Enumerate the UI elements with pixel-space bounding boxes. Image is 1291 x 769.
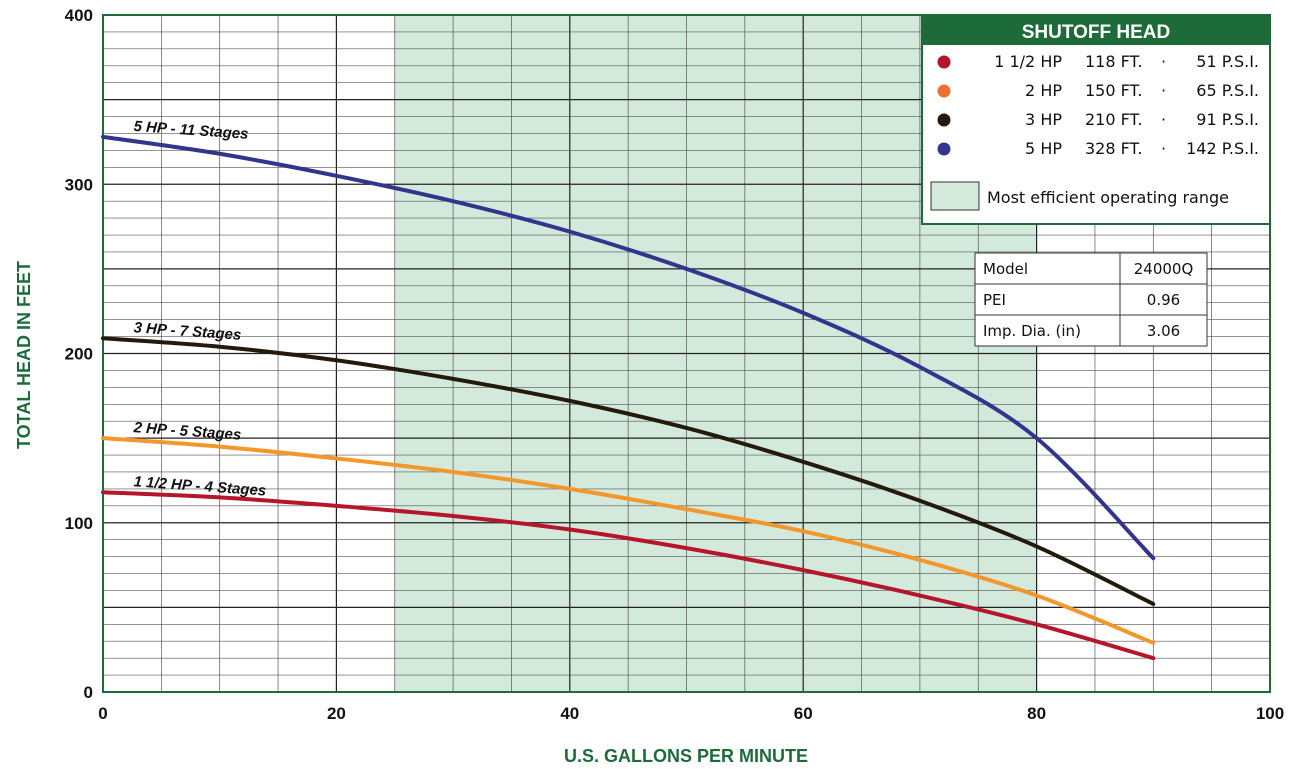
series-line — [101, 490, 1156, 661]
legend-range-swatch — [930, 181, 980, 211]
y-tick-label: 400 — [65, 6, 93, 25]
legend-psi: 51 P.S.I. — [1196, 52, 1259, 71]
x-tick-label: 40 — [560, 704, 579, 723]
y-axis-title: TOTAL HEAD IN FEET — [14, 261, 34, 449]
x-tick-label: 60 — [794, 704, 813, 723]
tick-labels-layer: 0 20 40 60 80 100 0 100 200 300 400 — [65, 6, 1285, 723]
legend-separator: · — [1161, 52, 1166, 71]
legend-ft: 328 FT. — [1085, 139, 1143, 158]
y-tick-label: 300 — [65, 175, 93, 194]
legend-separator: · — [1161, 110, 1166, 129]
info-table-value: 3.06 — [1147, 322, 1180, 340]
legend-hp: 1 1/2 HP — [994, 52, 1062, 71]
x-tick-label: 80 — [1027, 704, 1046, 723]
legend-swatch — [937, 55, 951, 69]
model-info-table: Model 24000Q PEI 0.96 Imp. Dia. (in) 3.06 — [974, 252, 1208, 347]
legend-swatch — [937, 84, 951, 98]
y-tick-label: 200 — [65, 345, 93, 364]
legend-swatch — [937, 142, 951, 156]
legend: SHUTOFF HEAD 1 1/2 HP 118 FT. · 51 P.S.I. 2 … — [921, 14, 1271, 225]
grid-layer — [102, 14, 1271, 693]
info-table-label: Model — [983, 260, 1028, 278]
legend-psi: 91 P.S.I. — [1196, 110, 1259, 129]
legend-separator: · — [1161, 81, 1166, 100]
series-line — [101, 336, 1156, 606]
legend-ft: 118 FT. — [1085, 52, 1143, 71]
info-table-value: 0.96 — [1147, 291, 1180, 309]
info-table-label: PEI — [983, 291, 1006, 309]
legend-range-label: Most efficient operating range — [987, 188, 1229, 207]
legend-separator: · — [1161, 139, 1166, 158]
legend-psi: 65 P.S.I. — [1196, 81, 1259, 100]
legend-swatch — [937, 113, 951, 127]
x-tick-label: 100 — [1256, 704, 1284, 723]
x-tick-label: 0 — [98, 704, 107, 723]
legend-hp: 5 HP — [1025, 139, 1062, 158]
legend-hp: 3 HP — [1025, 110, 1062, 129]
info-table-value: 24000Q — [1134, 260, 1194, 278]
x-axis-title: U.S. GALLONS PER MINUTE — [564, 746, 808, 766]
series-line — [101, 134, 1156, 561]
legend-psi: 142 P.S.I. — [1186, 139, 1259, 158]
legend-ft: 150 FT. — [1085, 81, 1143, 100]
curves-layer — [101, 134, 1156, 661]
plot-frame — [102, 14, 1271, 693]
legend-header — [922, 15, 1270, 45]
y-tick-label: 0 — [84, 683, 93, 702]
series-label: 5 HP - 11 Stages — [133, 118, 249, 143]
series-line — [101, 436, 1156, 645]
legend-rows: 1 1/2 HP 118 FT. · 51 P.S.I. 2 HP 150 FT. · 65 … — [937, 52, 1259, 158]
legend-hp: 2 HP — [1025, 81, 1062, 100]
legend-frame — [921, 14, 1271, 225]
y-tick-label: 100 — [65, 514, 93, 533]
legend-ft: 210 FT. — [1085, 110, 1143, 129]
info-table-frame — [974, 252, 1208, 347]
x-tick-label: 20 — [327, 704, 346, 723]
legend-title: SHUTOFF HEAD — [1022, 22, 1170, 43]
info-table-label: Imp. Dia. (in) — [983, 322, 1081, 340]
